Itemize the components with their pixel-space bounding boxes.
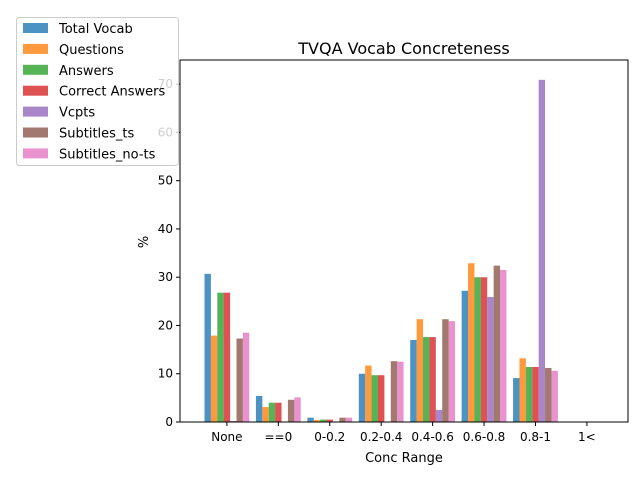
x-tick-label-1: ==0 [264, 430, 292, 444]
legend-swatch-1 [23, 43, 48, 54]
bar-3-5 [480, 277, 488, 422]
bar-2-4 [423, 337, 430, 422]
bar-1-4 [416, 319, 424, 422]
chart-title: TVQA Vocab Concreteness [297, 39, 509, 58]
bar-0-6 [513, 378, 520, 422]
x-tick-label-0: None [211, 430, 242, 444]
bar-5-0 [236, 338, 243, 422]
bar-6-2 [345, 417, 353, 422]
bar-5-4 [442, 319, 449, 422]
bar-5-1 [287, 399, 295, 422]
bar-1-1 [262, 407, 269, 422]
y-tick-label-3: 30 [158, 270, 173, 284]
legend-swatch-2 [23, 64, 48, 75]
y-tick-label-4: 40 [158, 222, 173, 236]
bar-1-2 [313, 420, 321, 422]
bar-0-5 [461, 290, 469, 422]
y-tick-label-1: 10 [158, 367, 173, 381]
y-axis-label: % [137, 236, 152, 248]
bar-2-0 [217, 292, 224, 422]
bar-1-0 [210, 335, 218, 422]
y-tick-label-0: 0 [165, 415, 173, 429]
bar-6-6 [551, 370, 558, 422]
legend-swatch-3 [23, 85, 48, 96]
bar-3-0 [223, 292, 231, 422]
bar-3-2 [326, 419, 333, 422]
legend-swatch-6 [23, 148, 48, 159]
legend-label-3: Correct Answers [59, 85, 165, 100]
bar-5-2 [339, 417, 346, 422]
x-tick-label-7: 1< [578, 430, 596, 444]
bar-1-6 [519, 358, 526, 422]
legend-label-5: Subtitles_ts [59, 127, 135, 142]
legend-swatch-5 [23, 127, 48, 138]
bar-2-3 [371, 375, 378, 422]
bar-2-2 [320, 419, 327, 422]
x-axis-label: Conc Range [365, 451, 443, 466]
legend-label-0: Total Vocab [58, 22, 133, 37]
x-tick-label-4: 0.4-0.6 [411, 430, 454, 444]
bar-3-4 [429, 337, 436, 422]
bar-2-5 [474, 277, 481, 422]
bar-5-5 [493, 265, 501, 422]
bar-4-5 [487, 297, 494, 422]
bars-group [204, 79, 558, 422]
bar-6-3 [397, 361, 404, 422]
bar-0-0 [204, 273, 211, 422]
legend-label-4: Vcpts [59, 106, 95, 121]
legend-label-6: Subtitles_no-ts [59, 147, 156, 162]
x-tick-label-2: 0-0.2 [314, 430, 345, 444]
legend-label-2: Answers [59, 64, 114, 79]
legend-label-1: Questions [59, 43, 124, 58]
bar-0-3 [358, 373, 366, 422]
bar-3-3 [377, 375, 385, 422]
bar-4-6 [538, 79, 546, 422]
bar-0-2 [307, 417, 314, 422]
bar-5-6 [545, 367, 552, 422]
bar-6-4 [448, 321, 456, 422]
bar-4-4 [435, 409, 443, 422]
x-tick-label-3: 0.2-0.4 [360, 430, 403, 444]
bar-3-1 [275, 402, 282, 422]
legend-swatch-4 [23, 106, 48, 117]
bar-0-4 [410, 339, 417, 422]
legend: Total Vocab Questions Answers Correct Answe… [16, 17, 179, 166]
legend-swatch-0 [23, 23, 48, 33]
bar-5-3 [390, 361, 398, 422]
x-tick-label-6: 0.8-1 [520, 430, 551, 444]
y-tick-label-5: 50 [158, 174, 173, 188]
bar-2-6 [525, 366, 533, 422]
bar-0-1 [255, 395, 263, 422]
bar-6-5 [500, 269, 507, 422]
bar-6-1 [294, 397, 301, 422]
bar-3-6 [532, 366, 539, 422]
plot-frame [179, 59, 629, 423]
bar-1-5 [468, 263, 475, 422]
bar-2-1 [268, 402, 276, 422]
bar-6-0 [242, 332, 250, 422]
bar-1-3 [365, 365, 372, 422]
x-tick-label-5: 0.6-0.8 [463, 430, 506, 444]
legend-box [16, 17, 179, 166]
y-tick-label-2: 20 [158, 318, 173, 332]
